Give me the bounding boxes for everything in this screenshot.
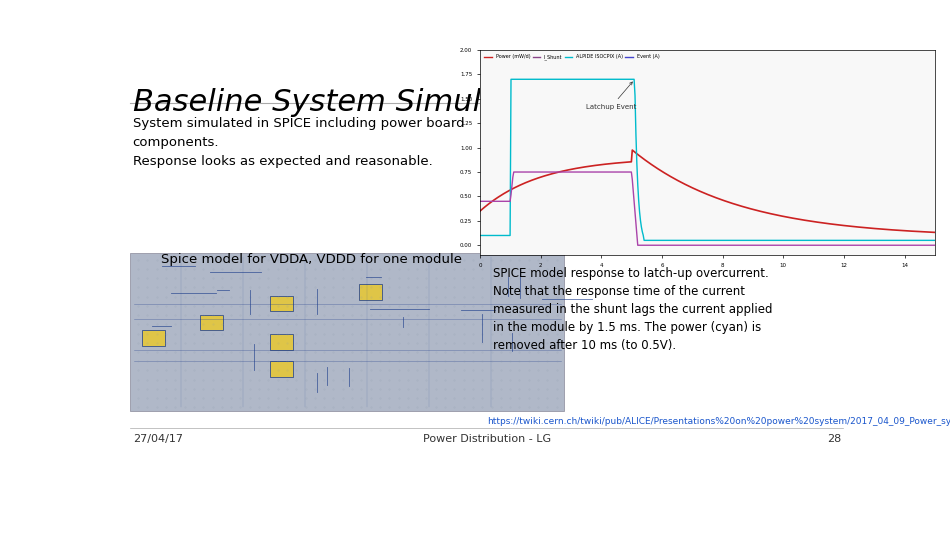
Text: Latchup Event: Latchup Event — [586, 82, 636, 110]
Text: https://twiki.cern.ch/twiki/pub/ALICE/Presentations%20on%20power%20system/2017_0: https://twiki.cern.ch/twiki/pub/ALICE/Pr… — [486, 417, 950, 427]
FancyBboxPatch shape — [270, 296, 294, 311]
Text: 27/04/17: 27/04/17 — [133, 434, 182, 444]
Text: SPICE model response to latch-up overcurrent.
Note that the response time of the: SPICE model response to latch-up overcur… — [493, 267, 772, 352]
Text: ALICE: ALICE — [808, 114, 844, 124]
Circle shape — [822, 84, 829, 92]
Polygon shape — [806, 68, 846, 108]
Text: ALICE ITS  Upgrade: ALICE ITS Upgrade — [685, 82, 778, 92]
Text: Baseline System Simulation: Baseline System Simulation — [133, 88, 558, 117]
Text: Spice model for VDDA, VDDD for one module: Spice model for VDDA, VDDD for one modul… — [162, 253, 463, 266]
FancyBboxPatch shape — [359, 284, 382, 300]
Text: System simulated in SPICE including power board
components.
Response looks as ex: System simulated in SPICE including powe… — [133, 117, 465, 168]
Legend: Power (mW/d), I_Shunt, ALPIDE ISOCPIX (A), Event (A): Power (mW/d), I_Shunt, ALPIDE ISOCPIX (A… — [483, 52, 661, 62]
FancyBboxPatch shape — [270, 361, 294, 377]
FancyBboxPatch shape — [130, 253, 564, 411]
Text: Power Distribution - LG: Power Distribution - LG — [423, 434, 551, 444]
FancyBboxPatch shape — [142, 330, 165, 346]
FancyBboxPatch shape — [270, 334, 294, 350]
FancyBboxPatch shape — [200, 315, 223, 330]
Text: 28: 28 — [826, 434, 841, 444]
